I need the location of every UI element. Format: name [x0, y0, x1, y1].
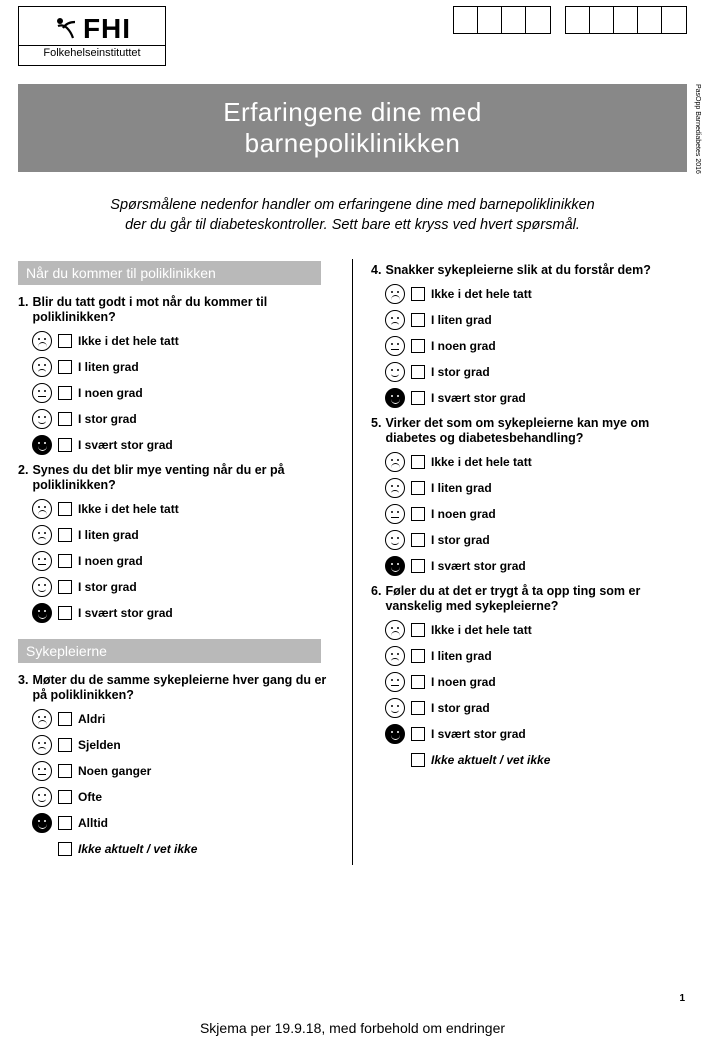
q1-options: Ikke i det hele tatt I liten grad I noen… [32, 331, 334, 455]
q3-opt-5[interactable]: Alltid [32, 813, 334, 833]
q6-opt-2[interactable]: I liten grad [385, 646, 687, 666]
title-banner: Erfaringene dine med barnepoliklinikken [18, 84, 687, 172]
right-column: 4. Snakker sykepleierne slik at du forst… [371, 253, 687, 865]
question-3: 3. Møter du de samme sykepleierne hver g… [18, 673, 334, 703]
logo: FHI Folkehelseinstituttet [18, 6, 166, 66]
q1-opt-3[interactable]: I noen grad [32, 383, 334, 403]
question-5: 5. Virker det som om sykepleierne kan my… [371, 416, 687, 446]
column-divider [352, 259, 353, 865]
intro-text: Spørsmålene nedenfor handler om erfaring… [40, 196, 665, 235]
q4-opt-5[interactable]: I svært stor grad [385, 388, 687, 408]
q2-opt-5[interactable]: I svært stor grad [32, 603, 334, 623]
logo-icon [53, 16, 79, 42]
question-4: 4. Snakker sykepleierne slik at du forst… [371, 263, 687, 278]
q1-opt-5[interactable]: I svært stor grad [32, 435, 334, 455]
section-2-header: Sykepleierne [18, 639, 321, 663]
header-row: FHI Folkehelseinstituttet [0, 0, 705, 70]
q6-opt-na[interactable]: Ikke aktuelt / vet ikke [385, 750, 687, 770]
q5-opt-4[interactable]: I stor grad [385, 530, 687, 550]
q3-opt-na[interactable]: Ikke aktuelt / vet ikke [32, 839, 334, 859]
q4-opt-1[interactable]: Ikke i det hele tatt [385, 284, 687, 304]
question-6: 6. Føler du at det er trygt å ta opp tin… [371, 584, 687, 614]
q3-opt-2[interactable]: Sjelden [32, 735, 334, 755]
q1-opt-2[interactable]: I liten grad [32, 357, 334, 377]
q3-options: Aldri Sjelden Noen ganger Ofte Alltid Ik… [32, 709, 334, 859]
code-entry-boxes [453, 6, 687, 34]
question-1: 1. Blir du tatt godt i mot når du kommer… [18, 295, 334, 325]
q3-opt-3[interactable]: Noen ganger [32, 761, 334, 781]
side-label: PasOpp Barnediabetes 2016 [694, 84, 701, 174]
logo-abbr: FHI [83, 13, 131, 45]
q3-opt-1[interactable]: Aldri [32, 709, 334, 729]
q4-options: Ikke i det hele tatt I liten grad I noen… [385, 284, 687, 408]
q2-opt-1[interactable]: Ikke i det hele tatt [32, 499, 334, 519]
q5-opt-2[interactable]: I liten grad [385, 478, 687, 498]
q5-opt-5[interactable]: I svært stor grad [385, 556, 687, 576]
footer-text: Skjema per 19.9.18, med forbehold om end… [0, 1020, 705, 1036]
banner-line1: Erfaringene dine med [223, 97, 482, 127]
q6-opt-3[interactable]: I noen grad [385, 672, 687, 692]
q4-opt-3[interactable]: I noen grad [385, 336, 687, 356]
page-number: 1 [679, 993, 685, 1004]
q1-opt-4[interactable]: I stor grad [32, 409, 334, 429]
q1-opt-1[interactable]: Ikke i det hele tatt [32, 331, 334, 351]
left-column: Når du kommer til poliklinikken 1. Blir … [18, 253, 334, 865]
question-2: 2. Synes du det blir mye venting når du … [18, 463, 334, 493]
q6-options: Ikke i det hele tatt I liten grad I noen… [385, 620, 687, 770]
q2-opt-4[interactable]: I stor grad [32, 577, 334, 597]
logo-full: Folkehelseinstituttet [19, 45, 165, 59]
code-group-1[interactable] [453, 6, 551, 34]
q5-options: Ikke i det hele tatt I liten grad I noen… [385, 452, 687, 576]
q4-opt-2[interactable]: I liten grad [385, 310, 687, 330]
banner-line2: barnepoliklinikken [245, 128, 461, 158]
q5-opt-3[interactable]: I noen grad [385, 504, 687, 524]
q2-opt-3[interactable]: I noen grad [32, 551, 334, 571]
q6-opt-4[interactable]: I stor grad [385, 698, 687, 718]
q2-opt-2[interactable]: I liten grad [32, 525, 334, 545]
q6-opt-5[interactable]: I svært stor grad [385, 724, 687, 744]
q2-options: Ikke i det hele tatt I liten grad I noen… [32, 499, 334, 623]
section-1-header: Når du kommer til poliklinikken [18, 261, 321, 285]
q5-opt-1[interactable]: Ikke i det hele tatt [385, 452, 687, 472]
code-group-2[interactable] [565, 6, 687, 34]
q4-opt-4[interactable]: I stor grad [385, 362, 687, 382]
q6-opt-1[interactable]: Ikke i det hele tatt [385, 620, 687, 640]
q3-opt-4[interactable]: Ofte [32, 787, 334, 807]
